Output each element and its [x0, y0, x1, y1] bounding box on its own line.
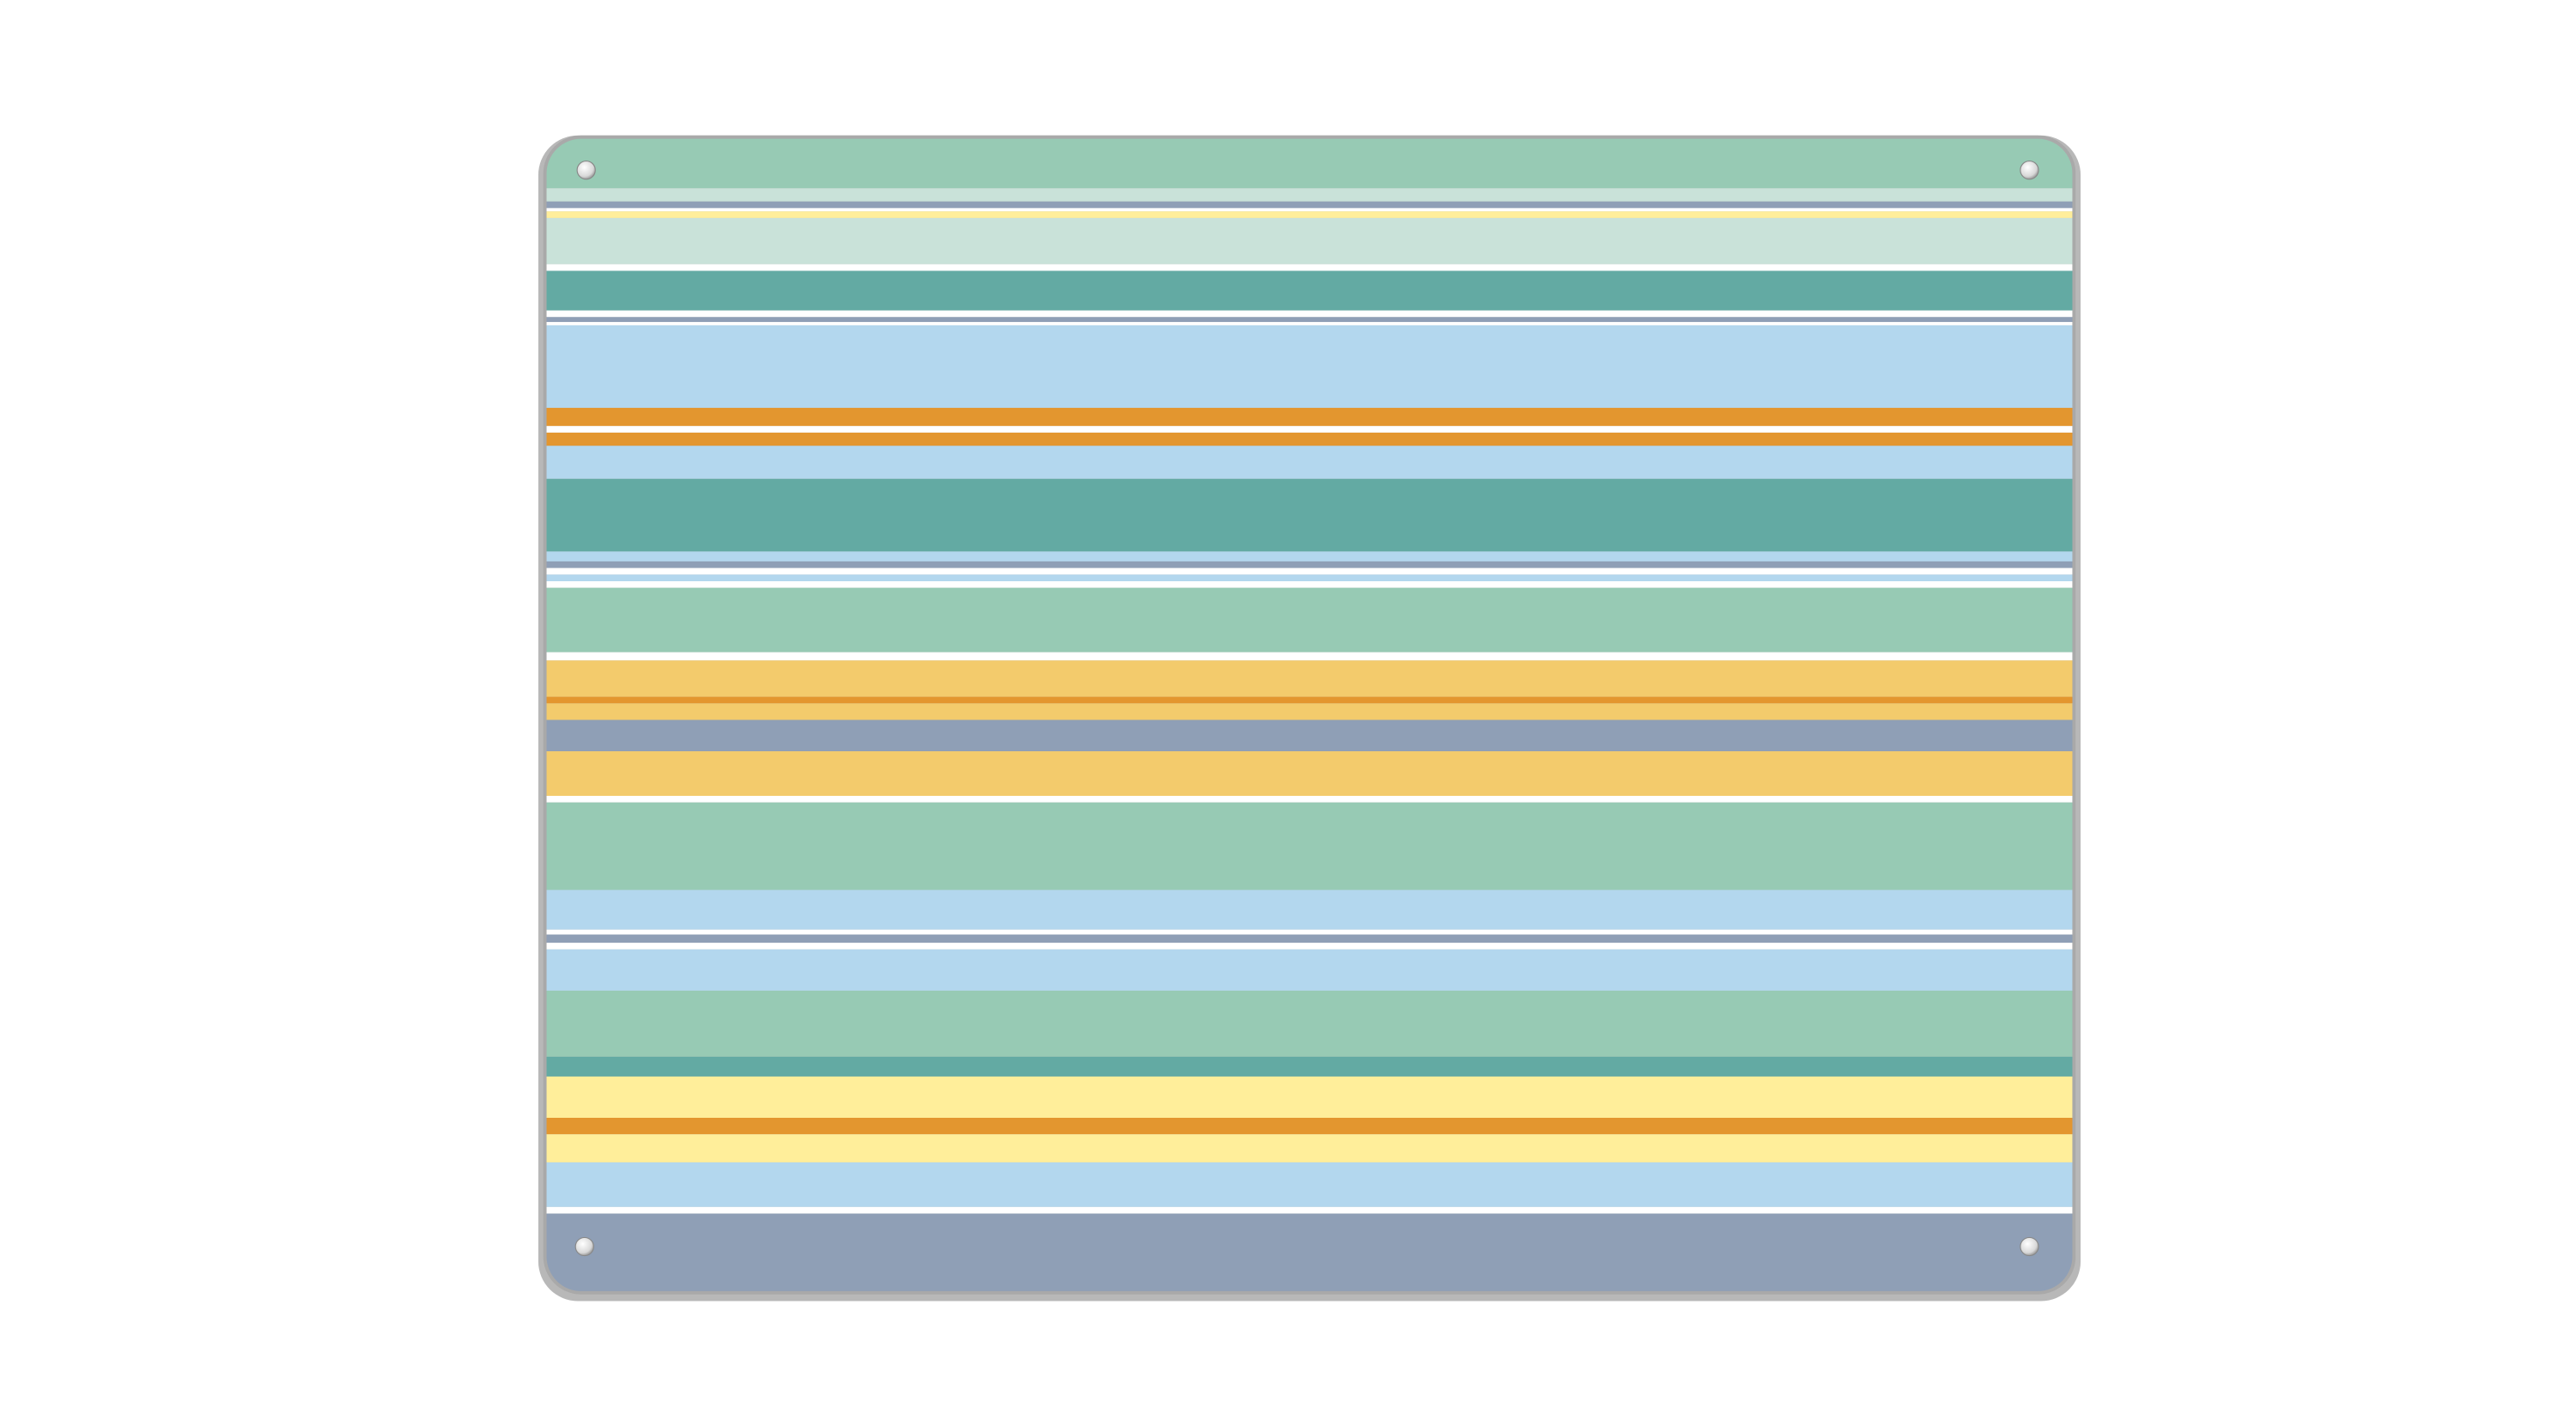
stripe: [544, 264, 2075, 271]
stripe: [544, 446, 2075, 479]
stripe: [544, 137, 2075, 189]
stripe: [544, 751, 2075, 796]
stripe: [544, 943, 2075, 950]
screw: [2020, 161, 2039, 180]
stripe: [544, 802, 2075, 890]
stripe: [544, 574, 2075, 581]
stripes: [544, 137, 2075, 1293]
stripe: [544, 201, 2075, 209]
stripe: [544, 1056, 2075, 1077]
stripe: [544, 1213, 2075, 1293]
stripe: [544, 796, 2075, 803]
stripe: [544, 310, 2075, 318]
stripe: [544, 561, 2075, 568]
stripe: [544, 1206, 2075, 1214]
stripe: [544, 322, 2075, 325]
stripe: [544, 581, 2075, 588]
stripe: [544, 188, 2075, 202]
stripe: [544, 1134, 2075, 1162]
screw: [574, 1236, 594, 1257]
stripe: [544, 567, 2075, 575]
stripe: [544, 696, 2075, 704]
stripe: [544, 270, 2075, 311]
stripe: [544, 551, 2075, 561]
stripe: [544, 990, 2075, 1057]
stripe: [544, 478, 2075, 552]
stripe: [544, 719, 2075, 752]
stripe: [544, 426, 2075, 433]
stripe: [544, 208, 2075, 212]
screw: [576, 161, 596, 180]
board-border: [543, 135, 2076, 1295]
stripe: [544, 652, 2075, 661]
stripe: [544, 703, 2075, 720]
stripe: [544, 408, 2075, 427]
stripe: [544, 217, 2075, 264]
stripe: [544, 660, 2075, 697]
screw: [2020, 1236, 2039, 1257]
stripe: [544, 1118, 2075, 1135]
stripe: [544, 949, 2075, 991]
stripe: [544, 587, 2075, 652]
stripe: [544, 211, 2075, 218]
stripe: [544, 1076, 2075, 1118]
stripe: [544, 317, 2075, 323]
stripe: [544, 1162, 2075, 1207]
stripe: [544, 432, 2075, 446]
stripe: [544, 934, 2075, 944]
stripe: [544, 325, 2075, 409]
stripe: [544, 889, 2075, 930]
stripe: [544, 929, 2075, 935]
